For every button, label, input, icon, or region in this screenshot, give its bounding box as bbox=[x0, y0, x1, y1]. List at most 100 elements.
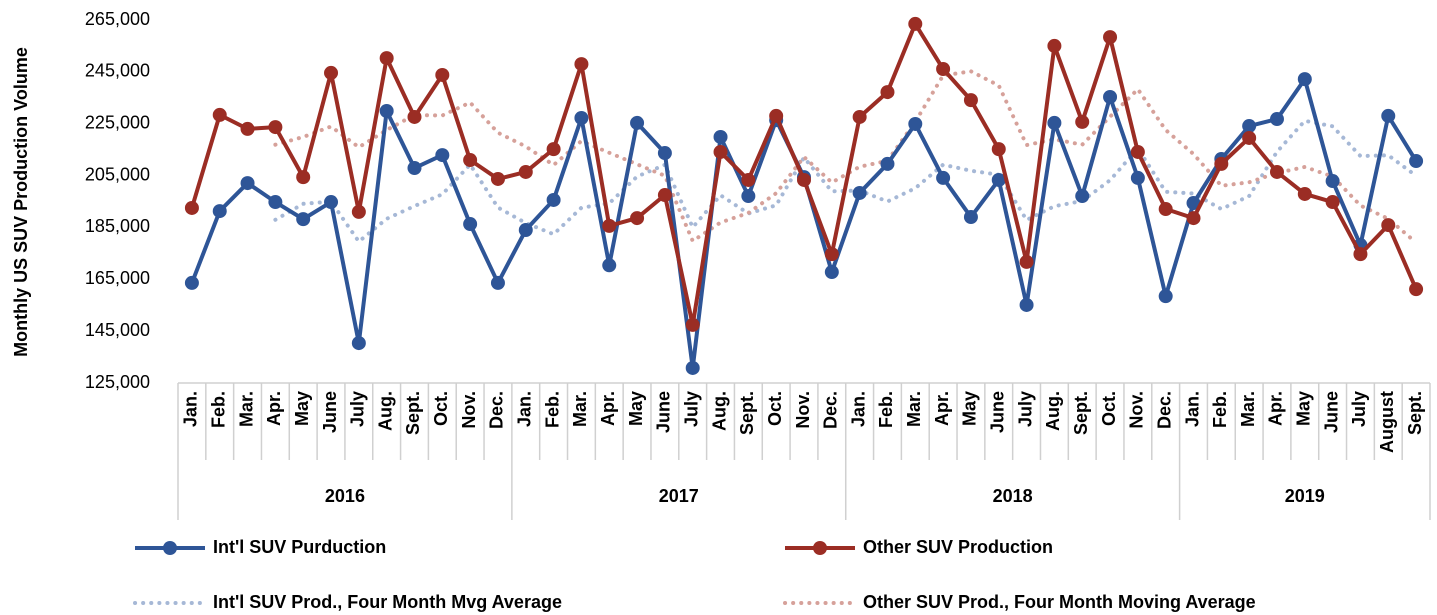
x-tick-label: Feb. bbox=[542, 391, 562, 428]
x-tick-label: Aug. bbox=[709, 391, 729, 431]
y-tick-label: 165,000 bbox=[85, 268, 150, 288]
x-tick-label: Mar. bbox=[1238, 391, 1258, 427]
marker bbox=[713, 129, 728, 144]
x-tick-label: Sept. bbox=[1071, 391, 1091, 435]
x-tick-label: May bbox=[292, 391, 312, 426]
group-label: 2017 bbox=[659, 486, 699, 506]
x-tick-label: Apr. bbox=[1266, 391, 1286, 426]
marker bbox=[602, 258, 617, 273]
x-tick-label: Mar. bbox=[570, 391, 590, 427]
legend-label: Int'l SUV Prod., Four Month Mvg Average bbox=[213, 592, 562, 612]
x-tick-label: June bbox=[1321, 391, 1341, 433]
y-tick-label: 205,000 bbox=[85, 164, 150, 184]
marker bbox=[435, 67, 450, 82]
marker bbox=[212, 204, 227, 219]
marker bbox=[1242, 119, 1257, 134]
marker bbox=[963, 210, 978, 225]
x-tick-label: May bbox=[626, 391, 646, 426]
marker bbox=[407, 109, 422, 124]
x-tick-label: Apr. bbox=[932, 391, 952, 426]
marker bbox=[435, 148, 450, 163]
y-tick-label: 265,000 bbox=[85, 9, 150, 29]
marker bbox=[1186, 211, 1201, 226]
legend-label: Other SUV Production bbox=[863, 537, 1053, 557]
marker bbox=[1381, 108, 1396, 123]
x-tick-label: Dec. bbox=[1154, 391, 1174, 429]
marker bbox=[240, 176, 255, 191]
marker bbox=[1186, 196, 1201, 211]
marker bbox=[546, 192, 561, 207]
marker bbox=[685, 360, 700, 375]
x-tick-label: May bbox=[960, 391, 980, 426]
x-tick-label: Jan. bbox=[515, 391, 535, 427]
marker bbox=[713, 144, 728, 159]
marker bbox=[1325, 195, 1340, 210]
marker bbox=[852, 109, 867, 124]
x-tick-label: Oct. bbox=[1099, 391, 1119, 426]
marker bbox=[351, 336, 366, 351]
y-tick-label: 245,000 bbox=[85, 61, 150, 81]
marker bbox=[518, 223, 533, 238]
marker bbox=[379, 104, 394, 119]
marker bbox=[1103, 30, 1118, 45]
y-tick-label: 125,000 bbox=[85, 372, 150, 392]
marker bbox=[908, 116, 923, 131]
marker bbox=[518, 164, 533, 179]
marker bbox=[296, 170, 311, 185]
legend-marker bbox=[813, 541, 827, 555]
x-tick-label: Oct. bbox=[765, 391, 785, 426]
marker bbox=[1269, 164, 1284, 179]
x-tick-label: June bbox=[988, 391, 1008, 433]
marker bbox=[463, 217, 478, 232]
marker bbox=[1047, 38, 1062, 53]
marker bbox=[880, 85, 895, 100]
marker bbox=[936, 170, 951, 185]
x-tick-label: Aug. bbox=[375, 391, 395, 431]
marker bbox=[1353, 247, 1368, 262]
x-tick-label: Nov. bbox=[1127, 391, 1147, 429]
y-tick-label: 145,000 bbox=[85, 320, 150, 340]
marker bbox=[685, 317, 700, 332]
x-tick-label: July bbox=[1349, 391, 1369, 427]
marker bbox=[379, 51, 394, 66]
x-tick-label: Apr. bbox=[264, 391, 284, 426]
marker bbox=[741, 172, 756, 187]
marker bbox=[1269, 112, 1284, 127]
marker bbox=[1047, 115, 1062, 130]
group-label: 2016 bbox=[325, 486, 365, 506]
marker bbox=[574, 111, 589, 126]
legend-marker bbox=[163, 541, 177, 555]
y-axis-label: Monthly US SUV Production Volume bbox=[11, 47, 31, 357]
x-tick-label: Feb. bbox=[1210, 391, 1230, 428]
x-tick-label: Dec. bbox=[821, 391, 841, 429]
y-tick-label: 185,000 bbox=[85, 216, 150, 236]
marker bbox=[1130, 144, 1145, 159]
marker bbox=[1297, 72, 1312, 87]
x-tick-label: Sept. bbox=[1405, 391, 1425, 435]
x-tick-label: June bbox=[654, 391, 674, 433]
marker bbox=[769, 108, 784, 123]
marker bbox=[1242, 130, 1257, 145]
x-tick-label: Nov. bbox=[793, 391, 813, 429]
marker bbox=[1214, 156, 1229, 171]
marker bbox=[630, 115, 645, 130]
series-line bbox=[273, 69, 1419, 245]
marker bbox=[741, 189, 756, 204]
legend-label: Other SUV Prod., Four Month Moving Avera… bbox=[863, 592, 1256, 612]
x-tick-label: Dec. bbox=[487, 391, 507, 429]
marker bbox=[657, 188, 672, 203]
x-tick-label: Oct. bbox=[431, 391, 451, 426]
marker bbox=[184, 275, 199, 290]
x-tick-label: May bbox=[1294, 391, 1314, 426]
marker bbox=[574, 57, 589, 72]
x-tick-label: Apr. bbox=[598, 391, 618, 426]
x-tick-label: Jan. bbox=[848, 391, 868, 427]
marker bbox=[852, 185, 867, 200]
x-tick-label: July bbox=[1015, 391, 1035, 427]
x-tick-label: Sept. bbox=[737, 391, 757, 435]
marker bbox=[1103, 90, 1118, 105]
marker bbox=[240, 121, 255, 136]
marker bbox=[936, 62, 951, 77]
x-tick-label: July bbox=[348, 391, 368, 427]
